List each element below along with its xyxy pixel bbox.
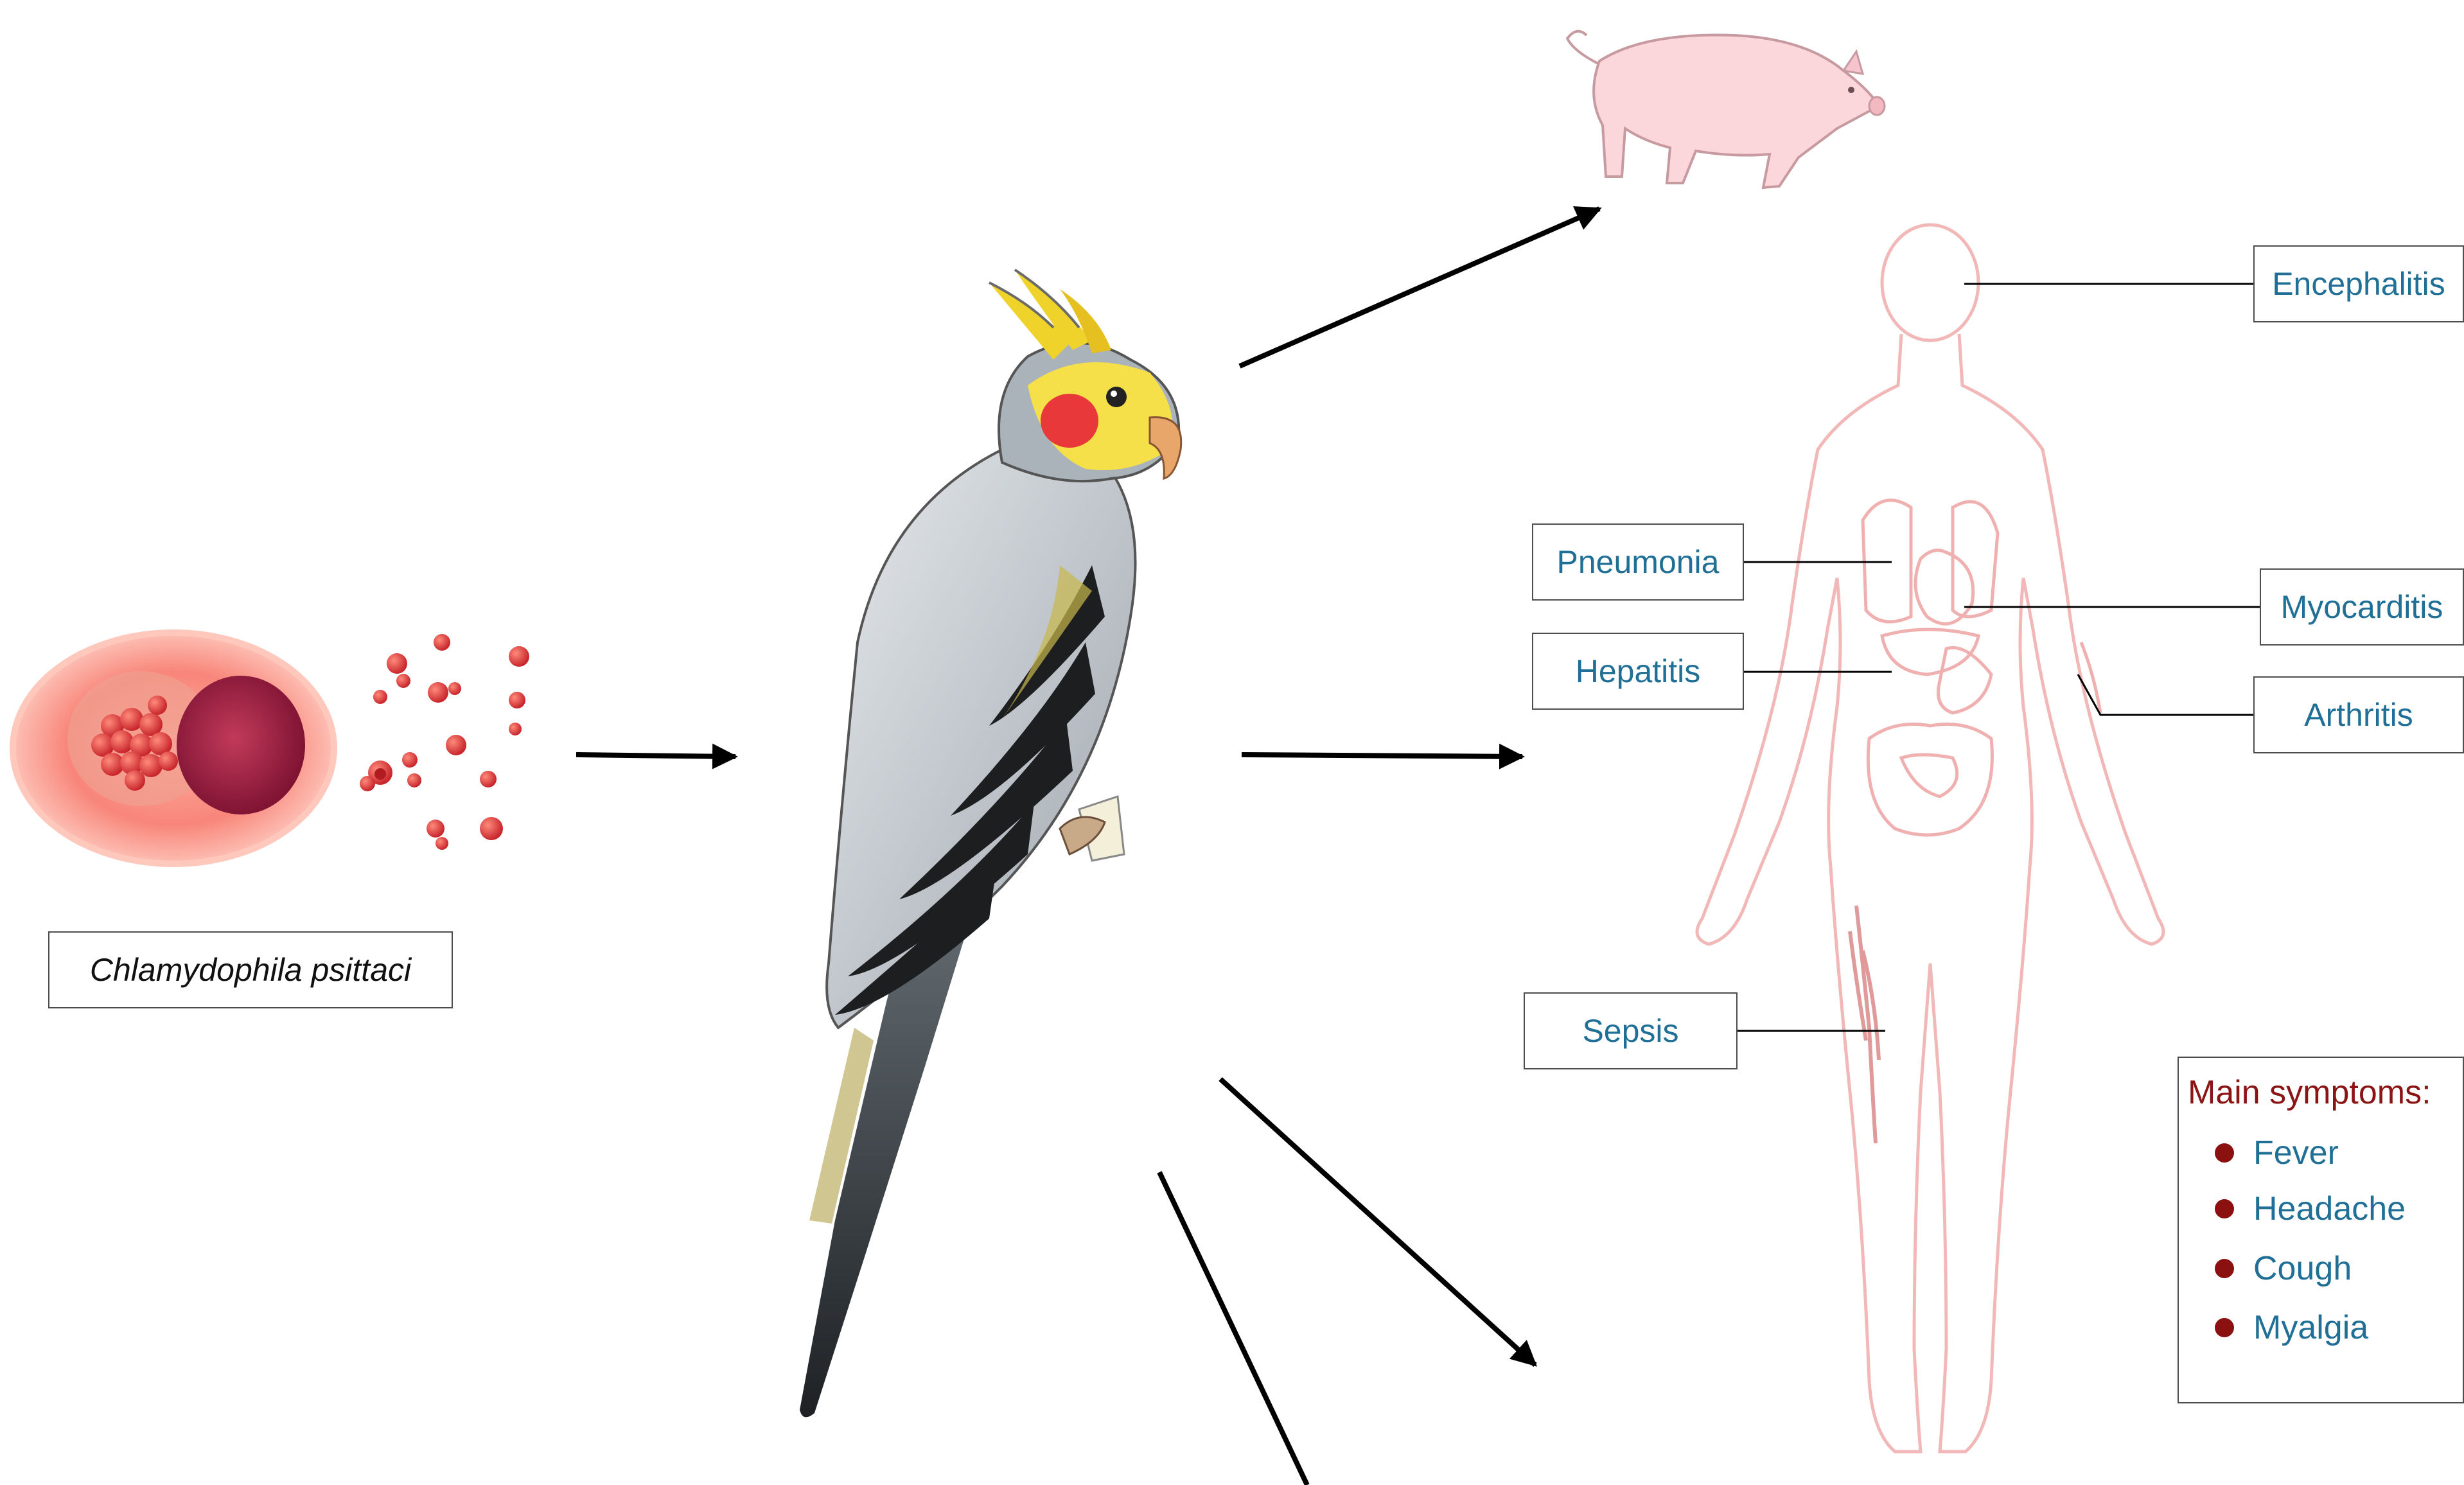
symptom-item: Myalgia <box>2215 1308 2368 1347</box>
leg-blood-vessels <box>1848 905 1881 1144</box>
bullet-icon <box>2215 1318 2234 1337</box>
cockatiel-illustration <box>800 268 1183 1418</box>
symptom-myalgia: Myalgia <box>2253 1309 2369 1346</box>
arrow-bird-to-human <box>1241 743 1525 769</box>
bullet-icon <box>2215 1259 2234 1278</box>
bullet-icon <box>2215 1143 2234 1163</box>
symptom-item: Headache <box>2215 1190 2406 1228</box>
callout-leader-lines <box>1738 283 2260 1032</box>
pathogen-label: Chlamydophila psittaci <box>48 931 453 1008</box>
symptom-item: Cough <box>2215 1249 2352 1288</box>
symptom-fever: Fever <box>2253 1134 2339 1172</box>
inclusion-body-particles <box>91 696 178 791</box>
label-pneumonia: Pneumonia <box>1532 523 1744 601</box>
main-symptoms-box: Main symptoms: Fever Headache Cough Myal… <box>2178 1057 2464 1403</box>
label-hepatitis: Hepatitis <box>1532 633 1744 710</box>
arrow-bird-lower-right <box>1219 1077 1537 1367</box>
transmission-arrows <box>576 206 1602 1485</box>
symptom-headache: Headache <box>2253 1190 2406 1227</box>
released-elementary-bodies <box>360 634 529 850</box>
main-symptoms-title: Main symptoms: <box>2188 1074 2431 1111</box>
line-bird-bottom <box>1157 1171 1310 1485</box>
arrow-bird-to-pig <box>1238 206 1602 369</box>
pig-illustration <box>1565 30 1886 189</box>
label-arthritis: Arthritis <box>2253 676 2464 753</box>
label-sepsis: Sepsis <box>1524 992 1738 1069</box>
bullet-icon <box>2215 1199 2234 1218</box>
symptom-cough: Cough <box>2253 1250 2352 1287</box>
internal-organs <box>1861 498 2102 837</box>
infected-cell-illustration <box>10 629 337 867</box>
label-encephalitis: Encephalitis <box>2253 245 2464 322</box>
arrow-cell-to-bird <box>576 743 738 769</box>
leader-arthritis <box>2077 674 2253 716</box>
human-body-outline <box>1695 223 2165 1454</box>
symptom-item: Fever <box>2215 1134 2339 1172</box>
label-myocarditis: Myocarditis <box>2260 568 2464 646</box>
